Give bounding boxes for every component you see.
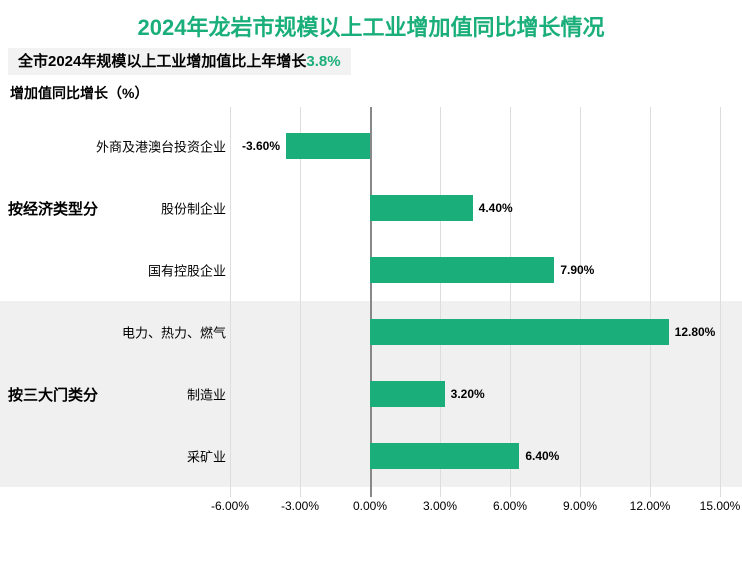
x-tick-label: 15.00% <box>700 499 741 513</box>
chart-row: 电力、热力、燃气 12.80% <box>0 301 742 363</box>
group-label: 按经济类型分 <box>8 198 98 219</box>
group-label: 按三大门类分 <box>8 384 98 405</box>
x-tick-label: 6.00% <box>493 499 527 513</box>
value-label: 3.20% <box>451 387 485 401</box>
value-label: 7.90% <box>560 263 594 277</box>
subtitle-prefix: 全市2024年规模以上工业增加值比上年增长 <box>18 53 306 70</box>
x-tick-label: 3.00% <box>423 499 457 513</box>
x-tick-label: 0.00% <box>353 499 387 513</box>
value-label: 6.40% <box>525 449 559 463</box>
category-label: 电力、热力、燃气 <box>122 323 226 342</box>
bar <box>286 133 370 159</box>
chart-row: 制造业 3.20% <box>0 363 742 425</box>
bar <box>370 257 554 283</box>
chart-area: 贝哲斯咨询 MARKET MONITOR -6.00%-3.00%0.00%3.… <box>0 107 742 537</box>
bar <box>370 381 445 407</box>
chart-row: 股份制企业 4.40% <box>0 177 742 239</box>
bar <box>370 443 519 469</box>
category-label: 外商及港澳台投资企业 <box>96 137 226 156</box>
value-label: -3.60% <box>242 139 280 153</box>
category-label: 股份制企业 <box>161 199 226 218</box>
subtitle-value: 3.8% <box>306 53 340 70</box>
subtitle-bar: 全市2024年规模以上工业增加值比上年增长3.8% <box>0 48 742 75</box>
x-tick-label: 9.00% <box>563 499 597 513</box>
chart-row: 外商及港澳台投资企业 -3.60% <box>0 115 742 177</box>
chart-title: 2024年龙岩市规模以上工业增加值同比增长情况 <box>0 0 742 48</box>
category-label: 制造业 <box>187 385 226 404</box>
x-tick-label: -6.00% <box>211 499 249 513</box>
y-axis-title: 增加值同比增长（%） <box>0 75 742 107</box>
value-label: 12.80% <box>675 325 716 339</box>
x-tick-label: 12.00% <box>630 499 671 513</box>
chart-row: 国有控股企业 7.90% <box>0 239 742 301</box>
bar <box>370 319 669 345</box>
category-label: 国有控股企业 <box>148 261 226 280</box>
category-label: 采矿业 <box>187 447 226 466</box>
value-label: 4.40% <box>479 201 513 215</box>
chart-row: 采矿业 6.40% <box>0 425 742 487</box>
x-tick-label: -3.00% <box>281 499 319 513</box>
bar <box>370 195 473 221</box>
